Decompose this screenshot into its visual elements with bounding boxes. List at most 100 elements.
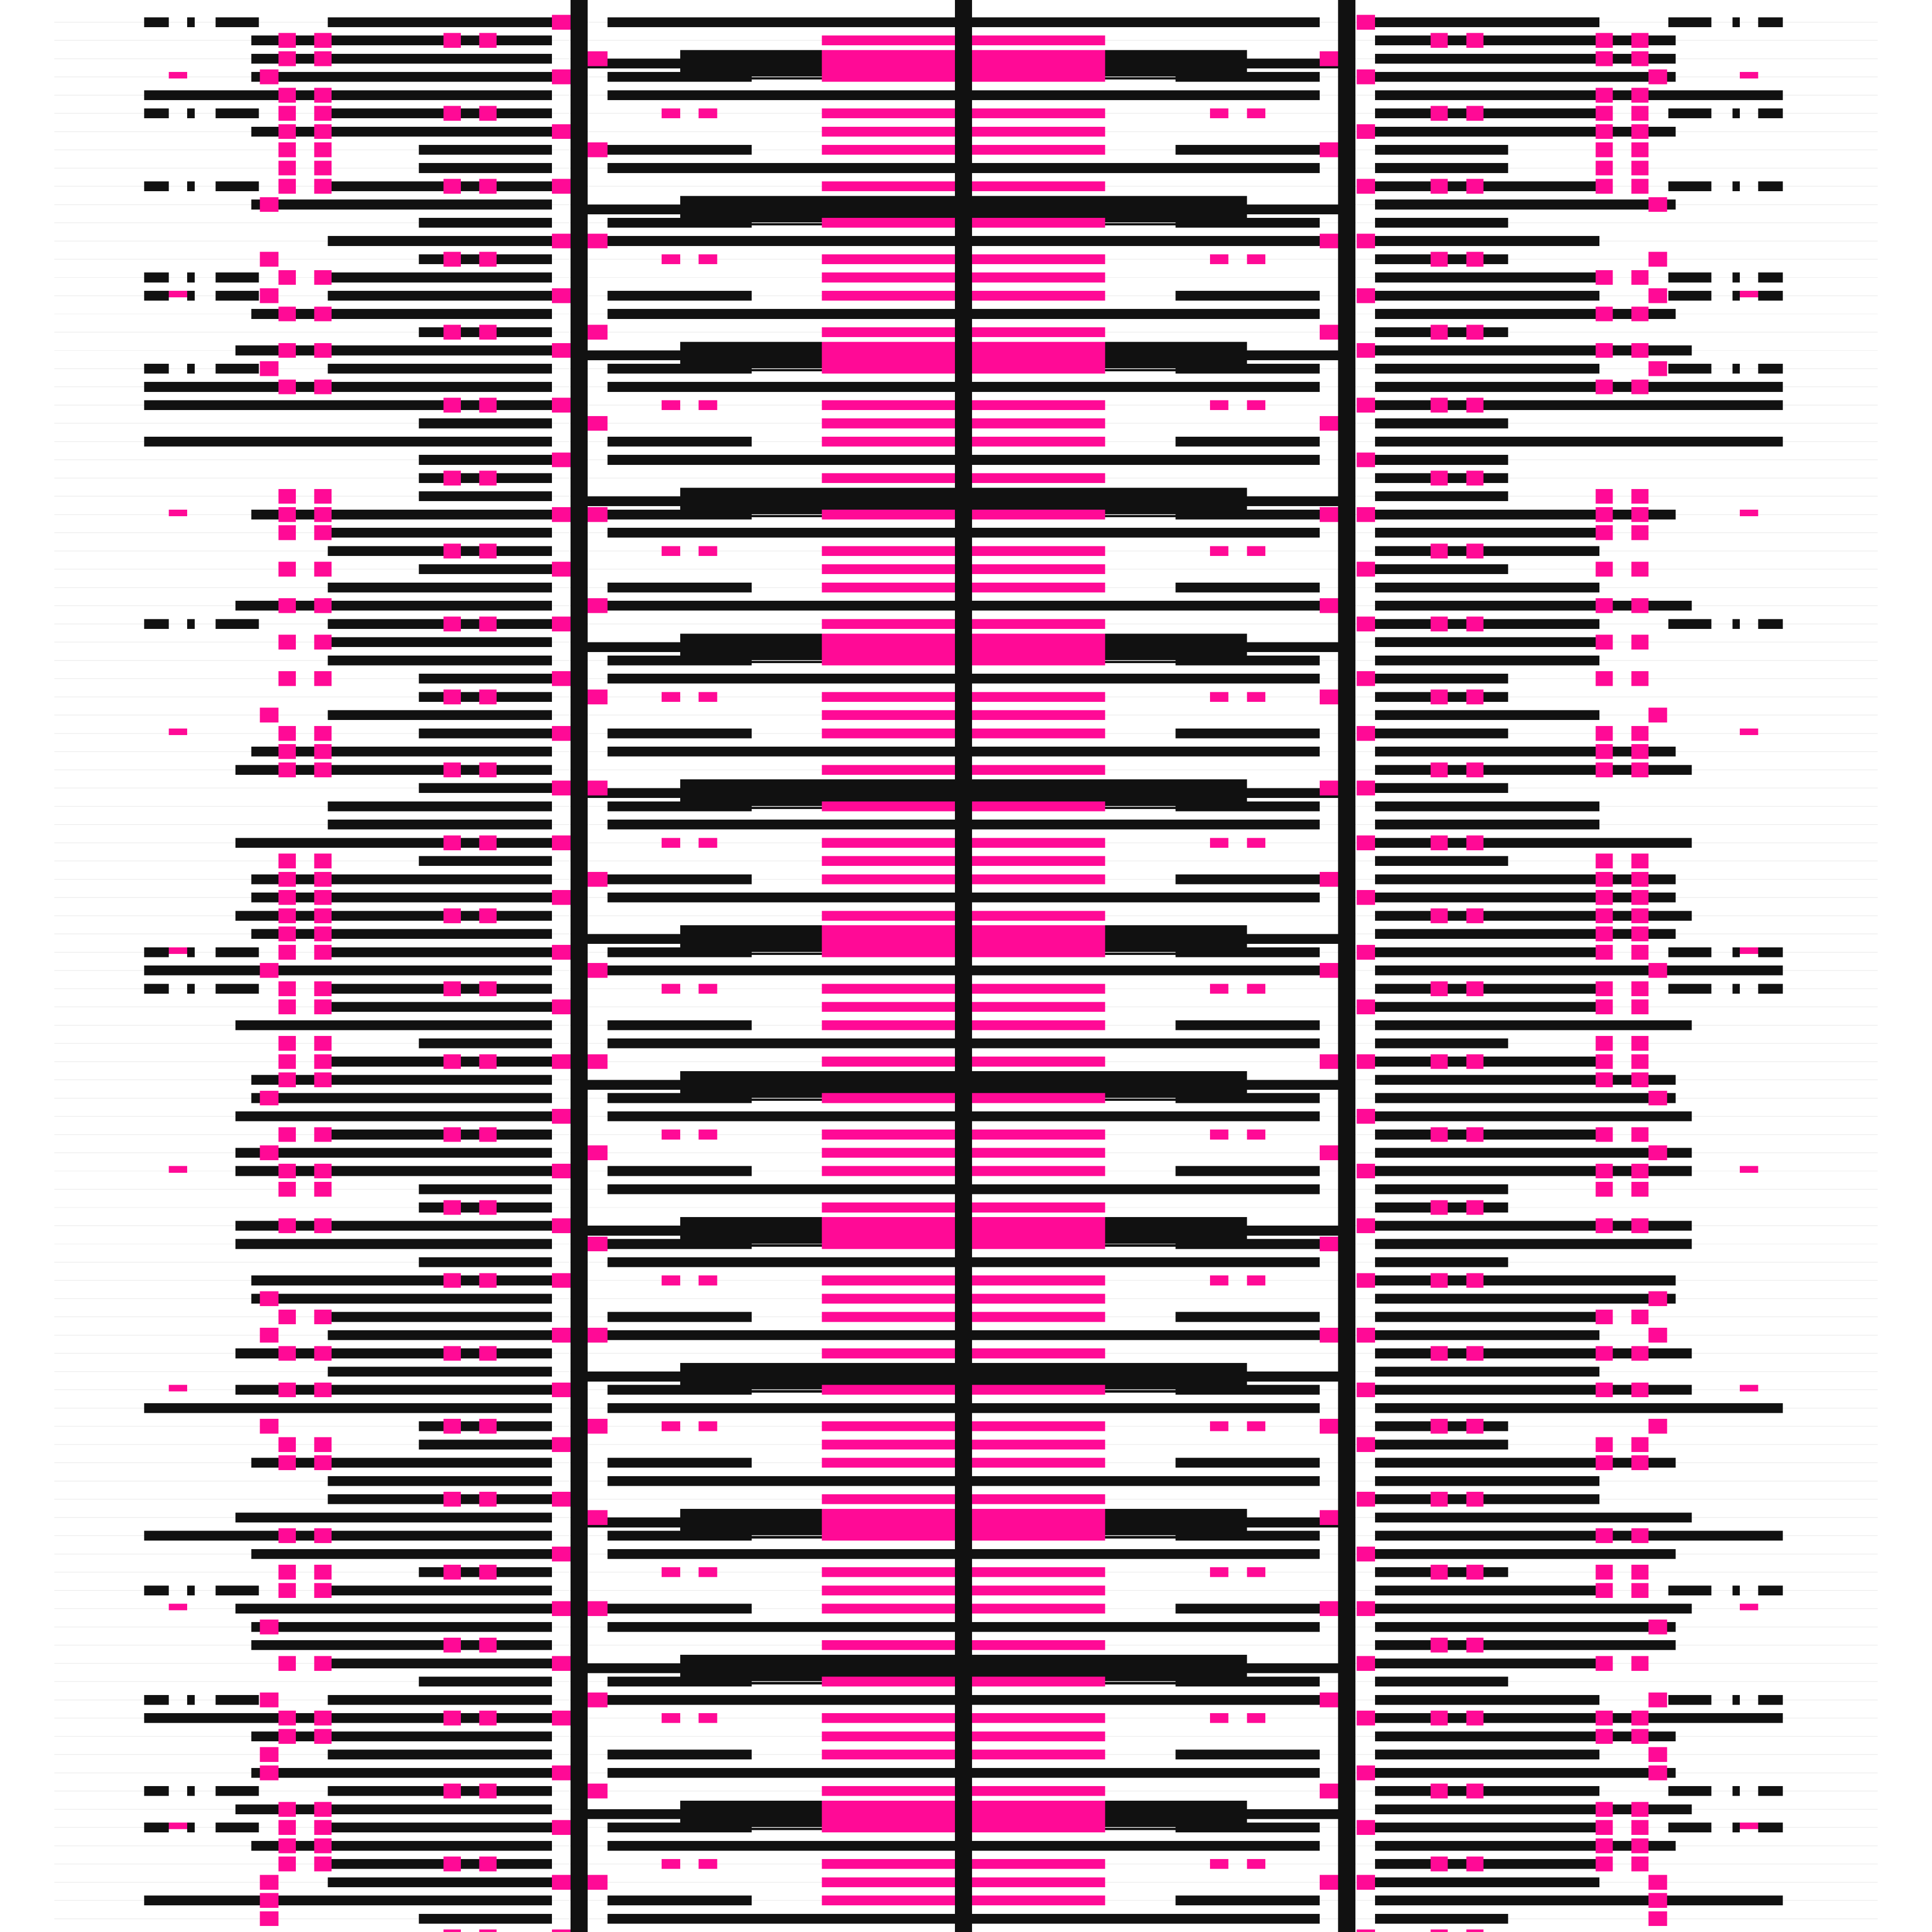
pink-mark [1247,1421,1266,1431]
inner-pink [972,801,1105,812]
inner-pink [822,181,955,192]
inner-bar [607,217,752,228]
dash [1668,290,1712,301]
pink-mark [1739,1603,1758,1611]
bar [1375,1622,1676,1632]
pink-mark [1356,1163,1376,1179]
bar [235,1148,552,1158]
pink-mark [314,507,332,522]
pink-mark [443,762,461,777]
inner-pink [822,1148,955,1158]
pink-mark [1595,160,1613,176]
pink-mark [1319,1510,1340,1525]
pink-mark [1356,507,1376,522]
inner-pink [822,582,955,593]
pink-mark [1356,999,1376,1014]
pink-mark [1631,343,1649,358]
inner-pink [972,108,1105,119]
bar [328,1130,552,1140]
inner-bar [607,1458,752,1468]
pink-mark [1430,908,1448,923]
inner-bar [1175,1531,1320,1541]
pink-mark [1430,325,1448,340]
inner-bar [1175,1676,1320,1687]
inner-pink [822,874,955,884]
bar [419,1184,552,1194]
pink-mark [479,1127,497,1142]
pink-mark [479,1784,497,1799]
pink-mark [1631,1127,1649,1142]
pink-mark [278,762,296,777]
dash [215,1822,259,1833]
dash [144,1786,169,1796]
dash [1732,272,1740,283]
pink-mark [1631,106,1649,121]
inner-pink [822,1239,955,1249]
pink-mark [588,963,608,978]
bar [1375,947,1599,957]
dash [144,108,169,119]
inner-bar [607,1476,955,1486]
bar [144,1531,552,1541]
pink-mark [1595,124,1613,139]
pink-mark [1356,397,1376,413]
bar [1375,236,1599,246]
pink-mark [1356,1382,1376,1398]
dash [1732,1786,1740,1796]
inner-pink [972,1895,1105,1906]
bar [1375,509,1676,520]
dash [144,1585,169,1595]
inner-bar [1175,1822,1320,1833]
inner-bar [607,801,752,812]
inner-pink [972,728,1105,739]
inner-pink [822,1749,955,1760]
inner-pink [972,619,1105,629]
pink-mark [1247,108,1266,119]
inner-pink [822,1385,955,1395]
inner-pink [822,1713,955,1723]
inner-pink [822,217,955,228]
inner-bar [1247,1080,1340,1090]
pink-mark [278,726,296,741]
inner-bar [972,820,1320,830]
pink-mark [1319,963,1340,978]
inner-pink [822,1421,955,1431]
bar [1375,582,1599,593]
pink-mark [443,1346,461,1361]
pink-mark [552,1109,571,1124]
pink-mark [314,926,332,942]
pink-mark [1595,561,1613,577]
pink-mark [1595,1820,1613,1835]
pink-mark [1319,1419,1340,1434]
bar [1375,1603,1692,1614]
pink-mark [1595,106,1613,121]
inner-bar [588,1226,680,1236]
pink-mark [588,689,608,704]
pink-mark [1247,838,1266,848]
bar [328,655,552,666]
dash [144,181,169,192]
pink-mark [1595,634,1613,650]
bar [251,1640,552,1650]
pink-mark [443,252,461,267]
pink-mark [1319,780,1340,796]
pink-mark [278,871,296,887]
bar [1375,17,1599,27]
pink-mark [588,325,608,340]
dash [1758,181,1783,192]
pink-mark [1631,270,1649,285]
inner-pink [972,1749,1105,1760]
bar [1375,1494,1599,1504]
pink-mark [278,1565,296,1580]
inner-pink [972,546,1105,556]
bar [328,272,552,283]
pink-mark [479,33,497,48]
pink-mark [552,452,571,467]
pink-mark [1595,1729,1613,1744]
bar [1375,1075,1676,1085]
pink-mark [1631,1437,1649,1452]
bar [1375,838,1692,848]
pink-mark [1210,108,1229,119]
pink-mark [479,470,497,486]
inner-bar [607,601,955,611]
